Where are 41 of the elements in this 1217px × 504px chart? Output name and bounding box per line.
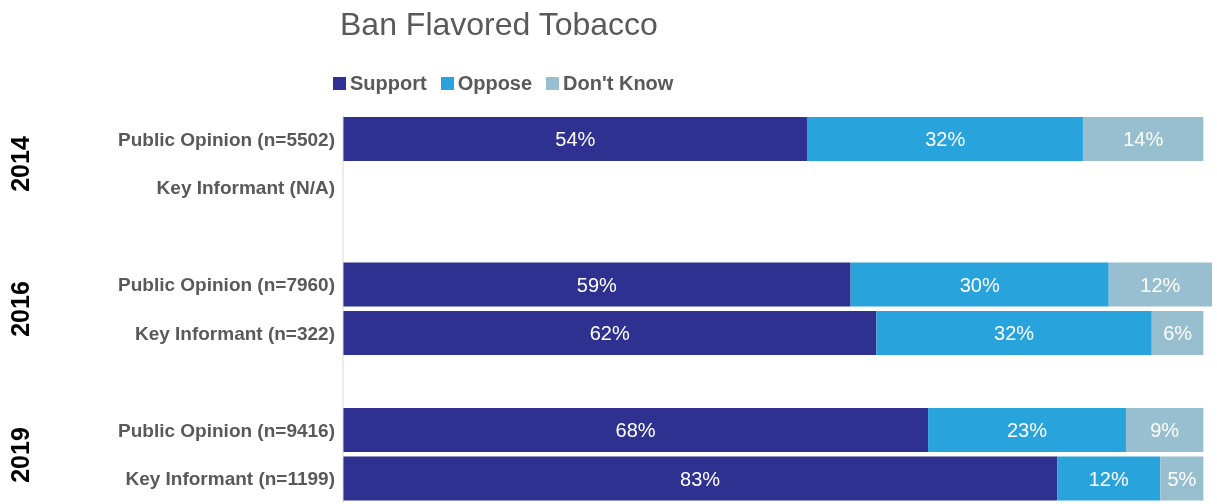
data-label: 23%	[1007, 419, 1048, 442]
bar	[343, 117, 808, 161]
y-tick-label: Public Opinion (n=5502)	[118, 128, 335, 150]
y-tick-label: Public Opinion (n=9416)	[118, 419, 335, 441]
data-label: 83%	[680, 467, 721, 490]
text: 2014	[5, 135, 35, 192]
bar	[850, 262, 1109, 307]
y-tick-label: Key Informant (n=1199)	[125, 468, 335, 490]
y-tick-label: Key Informant (n=322)	[134, 322, 335, 344]
data-label: 32%	[994, 322, 1035, 345]
data-label: 12%	[1140, 273, 1181, 296]
data-label: 54%	[555, 128, 596, 151]
bar	[343, 262, 851, 307]
data-label: 12%	[1088, 467, 1129, 490]
y-tick-label: Public Opinion (n=7960)	[118, 274, 335, 296]
data-label: 9%	[1150, 419, 1180, 442]
bar	[343, 456, 1058, 501]
legend-label: Oppose	[457, 72, 533, 95]
data-label: 5%	[1167, 467, 1197, 490]
bar	[343, 311, 877, 355]
data-label: 6%	[1163, 322, 1193, 345]
data-label: 68%	[615, 419, 656, 442]
text: 2016	[5, 281, 35, 337]
bar	[343, 408, 929, 452]
legend-label: Don't Know	[563, 72, 674, 95]
bar	[1125, 408, 1204, 452]
chart-title: Ban Flavored Tobacco	[340, 6, 658, 43]
data-label: 59%	[576, 273, 618, 296]
data-label: 62%	[589, 322, 630, 345]
data-label: 14%	[1123, 128, 1164, 151]
bar	[807, 117, 1083, 161]
data-label: 30%	[959, 273, 1000, 296]
bar	[1082, 117, 1204, 161]
y-tick-label: Key Informant (N/A)	[156, 177, 335, 199]
bar	[1057, 456, 1161, 501]
bar	[1108, 262, 1212, 307]
legend-label: Support	[350, 72, 427, 95]
text: 2019	[5, 426, 35, 483]
bar	[876, 311, 1152, 355]
bar	[928, 408, 1126, 452]
data-label: 32%	[925, 128, 966, 151]
